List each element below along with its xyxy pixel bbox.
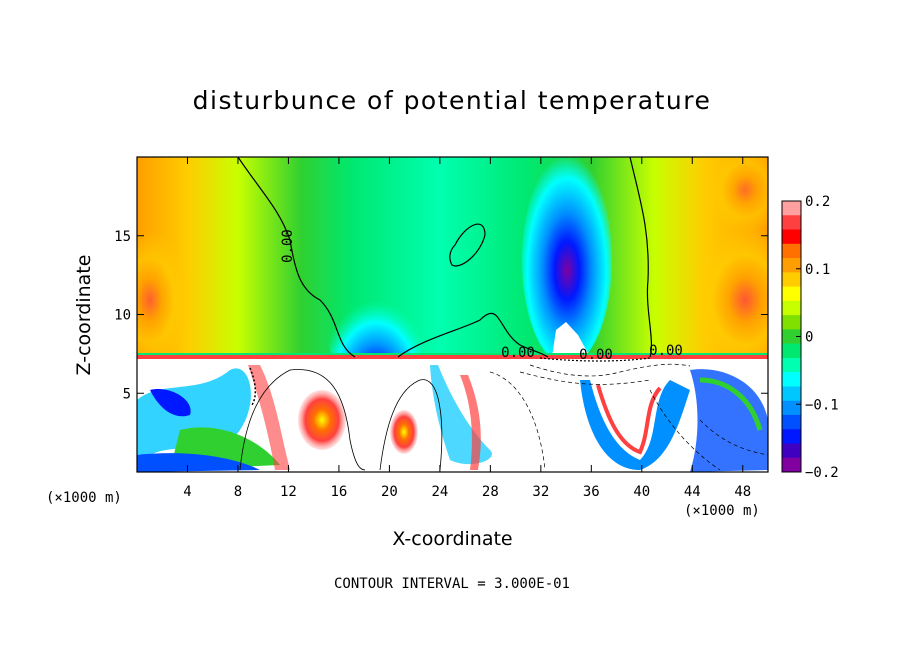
contour-lines (237, 157, 768, 471)
x-tick-label: 24 (431, 484, 448, 500)
y-tick-label: 10 (114, 308, 131, 324)
colorbar-swatch (782, 286, 801, 302)
colorbar-swatch (782, 300, 801, 316)
chart-title: disturbunce of potential temperature (192, 86, 712, 115)
x-tick-label: 48 (734, 484, 751, 500)
colorbar-swatch (782, 329, 801, 345)
x-units-left: (×1000 m) (46, 490, 122, 506)
y-axis: 5 10 15 (114, 229, 768, 402)
colorbar-tick-label: −0.1 (805, 397, 839, 413)
x-tick-label: 16 (330, 484, 347, 500)
x-tick-label: 28 (482, 484, 499, 500)
colorbar-swatch (782, 315, 801, 330)
colorbar-swatch (782, 400, 801, 416)
contour-interval: CONTOUR INTERVAL = 3.000E-01 (333, 576, 570, 592)
x-tick-label: 12 (280, 484, 297, 500)
x-tick-label: 40 (633, 484, 650, 500)
x-tick-label: 36 (583, 484, 600, 500)
colorbar-swatch (782, 343, 801, 359)
colorbar-tick-label: 0.2 (805, 194, 830, 210)
colorbar-swatch (782, 215, 801, 231)
colorbar-swatch (782, 457, 801, 473)
heatmap-field (137, 157, 768, 472)
colorbar-swatch (782, 229, 801, 245)
x-tick-label: 4 (183, 484, 191, 500)
x-tick-label: 32 (532, 484, 549, 500)
x-axis-label: X-coordinate (392, 528, 513, 550)
contour-label: 0.00 (501, 345, 535, 361)
x-tick-label: 44 (684, 484, 701, 500)
colorbar-swatch (782, 243, 801, 259)
colorbar-swatch (782, 429, 801, 444)
colorbar-tick-label: −0.2 (805, 465, 839, 481)
colorbar-swatch (782, 272, 801, 288)
contour-label: 0.00 (579, 347, 613, 363)
contour-label: 0.00 (280, 229, 296, 263)
colorbar-swatch (782, 443, 801, 459)
contour-label: 0.00 (649, 343, 683, 359)
y-tick-label: 5 (123, 386, 131, 402)
colorbar-swatch (782, 258, 801, 273)
colorbar: 0.2 0.1 0 −0.1 −0.2 (781, 194, 839, 481)
colorbar-swatch (782, 386, 801, 402)
x-tick-label: 8 (234, 484, 242, 500)
colorbar-swatch (782, 201, 801, 216)
x-axis: 4 8 12 16 20 24 28 32 36 40 44 48 (183, 157, 751, 500)
x-tick-label: 20 (381, 484, 398, 500)
colorbar-swatch (782, 372, 801, 387)
y-axis-label: Z-coordinate (73, 254, 95, 376)
colorbar-tick-label: 0.1 (805, 262, 830, 278)
colorbar-tick-label: 0 (805, 330, 813, 346)
colorbar-swatch (782, 414, 801, 430)
y-tick-label: 15 (114, 229, 131, 245)
x-units-right: (×1000 m) (684, 503, 760, 519)
colorbar-swatch (782, 357, 801, 373)
